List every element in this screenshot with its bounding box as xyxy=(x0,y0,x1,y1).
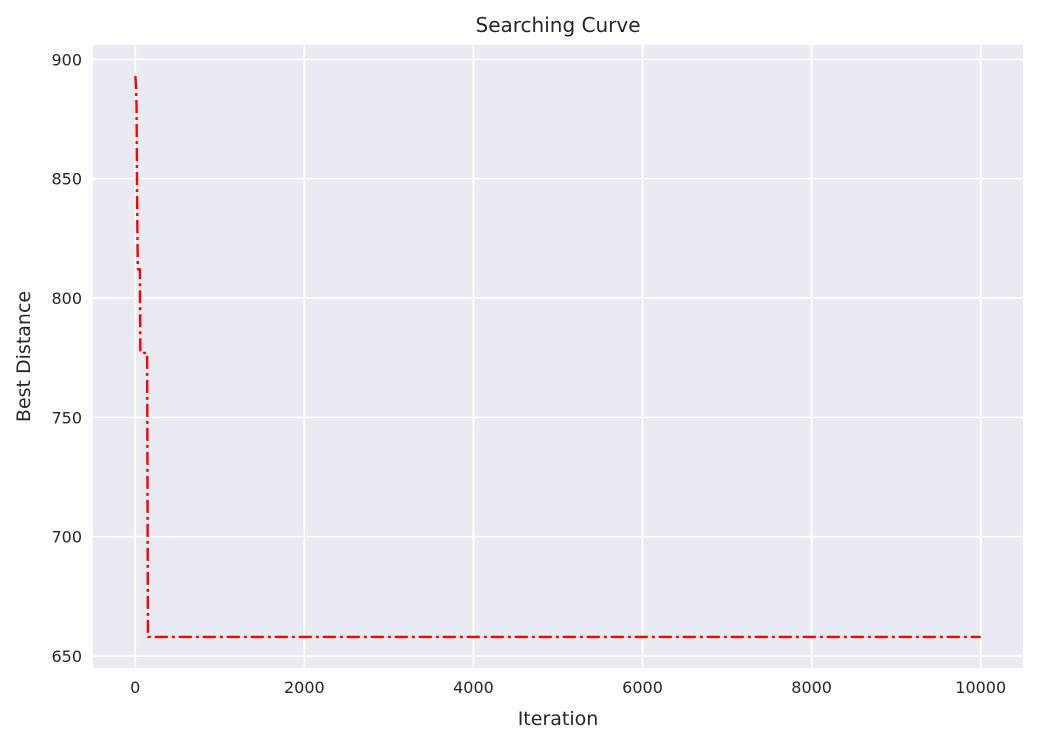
grid xyxy=(93,45,1023,668)
x-tick-label: 0 xyxy=(130,678,140,697)
y-tick-label: 800 xyxy=(51,289,82,308)
y-tick-label: 850 xyxy=(51,170,82,189)
plot-area xyxy=(93,45,1023,668)
y-axis-ticks: 650 700 750 800 850 900 xyxy=(51,50,82,666)
y-axis-label: Best Distance xyxy=(13,291,35,422)
x-tick-label: 2000 xyxy=(284,678,325,697)
x-axis-label: Iteration xyxy=(518,708,599,730)
y-tick-label: 900 xyxy=(51,50,82,69)
series-layer xyxy=(134,75,981,639)
y-tick-label: 700 xyxy=(51,528,82,547)
x-tick-label: 8000 xyxy=(791,678,832,697)
x-tick-label: 4000 xyxy=(453,678,494,697)
x-tick-label: 6000 xyxy=(622,678,663,697)
series-line xyxy=(134,75,981,639)
chart-title: Searching Curve xyxy=(476,13,641,37)
y-tick-label: 750 xyxy=(51,408,82,427)
y-tick-label: 650 xyxy=(51,647,82,666)
x-axis-ticks: 0 2000 4000 6000 8000 10000 xyxy=(130,678,1006,697)
x-tick-label: 10000 xyxy=(955,678,1006,697)
